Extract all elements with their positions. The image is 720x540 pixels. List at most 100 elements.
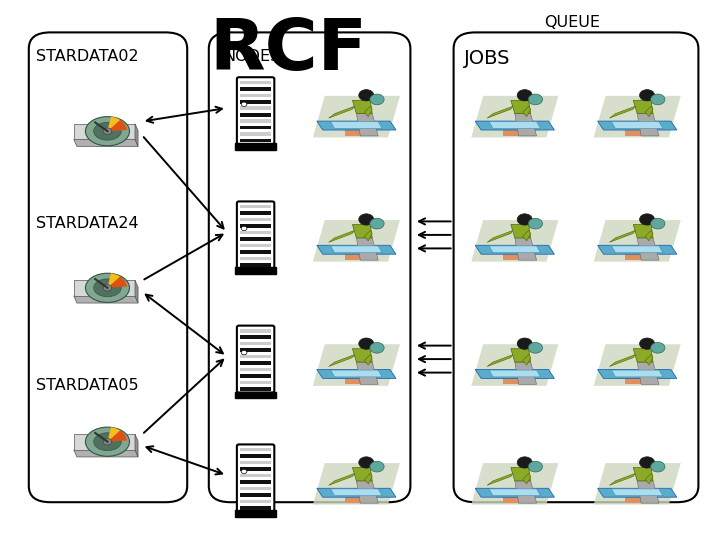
- Polygon shape: [489, 246, 541, 253]
- Circle shape: [359, 457, 374, 468]
- Bar: [240, 374, 271, 378]
- Wedge shape: [107, 273, 127, 288]
- Polygon shape: [645, 106, 653, 117]
- Text: NODES: NODES: [223, 49, 281, 64]
- Polygon shape: [487, 106, 513, 118]
- Bar: [240, 80, 271, 84]
- Circle shape: [517, 338, 532, 349]
- Text: QUEUE: QUEUE: [544, 15, 600, 30]
- Wedge shape: [107, 427, 127, 442]
- Polygon shape: [317, 121, 396, 130]
- Circle shape: [639, 90, 654, 101]
- Polygon shape: [317, 369, 396, 379]
- Text: JOBS: JOBS: [464, 49, 511, 68]
- Polygon shape: [356, 113, 378, 136]
- Bar: [240, 480, 271, 484]
- Polygon shape: [625, 130, 657, 136]
- Circle shape: [103, 128, 112, 134]
- Polygon shape: [471, 96, 559, 137]
- Polygon shape: [637, 238, 659, 260]
- Polygon shape: [330, 370, 382, 377]
- FancyBboxPatch shape: [237, 326, 274, 393]
- Polygon shape: [475, 121, 554, 130]
- Ellipse shape: [86, 117, 130, 146]
- Bar: [240, 487, 271, 490]
- Polygon shape: [135, 434, 138, 457]
- Polygon shape: [503, 497, 534, 503]
- Polygon shape: [625, 254, 657, 260]
- Polygon shape: [353, 468, 372, 481]
- Bar: [240, 448, 271, 451]
- Bar: [240, 361, 271, 365]
- Bar: [240, 100, 271, 104]
- Polygon shape: [637, 113, 659, 136]
- Polygon shape: [515, 238, 536, 260]
- Polygon shape: [637, 481, 659, 503]
- FancyBboxPatch shape: [454, 32, 698, 502]
- Circle shape: [528, 461, 543, 472]
- Polygon shape: [515, 362, 536, 384]
- Polygon shape: [356, 481, 378, 503]
- Polygon shape: [503, 379, 534, 384]
- Polygon shape: [645, 474, 653, 484]
- Wedge shape: [107, 427, 120, 442]
- Polygon shape: [511, 225, 531, 238]
- Polygon shape: [353, 225, 372, 238]
- Polygon shape: [73, 296, 138, 303]
- Wedge shape: [107, 117, 120, 131]
- Circle shape: [370, 461, 384, 472]
- Polygon shape: [609, 355, 635, 367]
- Bar: [240, 126, 271, 130]
- Bar: [240, 500, 271, 503]
- Polygon shape: [523, 231, 531, 241]
- Bar: [240, 224, 271, 228]
- Bar: [240, 218, 271, 221]
- Polygon shape: [487, 231, 513, 242]
- Polygon shape: [625, 497, 657, 503]
- Polygon shape: [135, 280, 138, 303]
- Polygon shape: [471, 463, 559, 504]
- Circle shape: [103, 285, 112, 291]
- Bar: [240, 454, 271, 458]
- Polygon shape: [609, 231, 635, 242]
- Bar: [235, 510, 276, 517]
- Circle shape: [651, 342, 665, 353]
- Polygon shape: [475, 245, 554, 254]
- Circle shape: [517, 90, 532, 101]
- Polygon shape: [593, 96, 681, 137]
- Circle shape: [359, 214, 374, 225]
- Bar: [240, 132, 271, 136]
- Polygon shape: [611, 489, 663, 496]
- Polygon shape: [328, 474, 354, 485]
- FancyBboxPatch shape: [237, 77, 274, 144]
- Text: RCF: RCF: [209, 16, 367, 85]
- Polygon shape: [471, 345, 559, 386]
- Circle shape: [639, 214, 654, 225]
- Polygon shape: [598, 121, 677, 130]
- Bar: [235, 143, 276, 150]
- Polygon shape: [503, 130, 534, 136]
- Polygon shape: [511, 100, 531, 113]
- Polygon shape: [312, 96, 400, 137]
- Polygon shape: [593, 220, 681, 261]
- Polygon shape: [73, 450, 138, 457]
- Circle shape: [528, 218, 543, 229]
- Bar: [240, 474, 271, 477]
- Polygon shape: [611, 122, 663, 129]
- Text: STARDATA24: STARDATA24: [36, 216, 139, 231]
- Polygon shape: [515, 113, 536, 136]
- Polygon shape: [73, 280, 135, 296]
- Polygon shape: [364, 231, 372, 241]
- Bar: [240, 237, 271, 241]
- Polygon shape: [634, 225, 653, 238]
- Polygon shape: [593, 345, 681, 386]
- FancyBboxPatch shape: [237, 444, 274, 511]
- Bar: [240, 368, 271, 372]
- Polygon shape: [645, 355, 653, 365]
- Ellipse shape: [94, 433, 121, 450]
- Polygon shape: [317, 245, 396, 254]
- Polygon shape: [344, 379, 376, 384]
- Circle shape: [241, 350, 247, 355]
- Circle shape: [241, 102, 247, 106]
- Bar: [240, 467, 271, 471]
